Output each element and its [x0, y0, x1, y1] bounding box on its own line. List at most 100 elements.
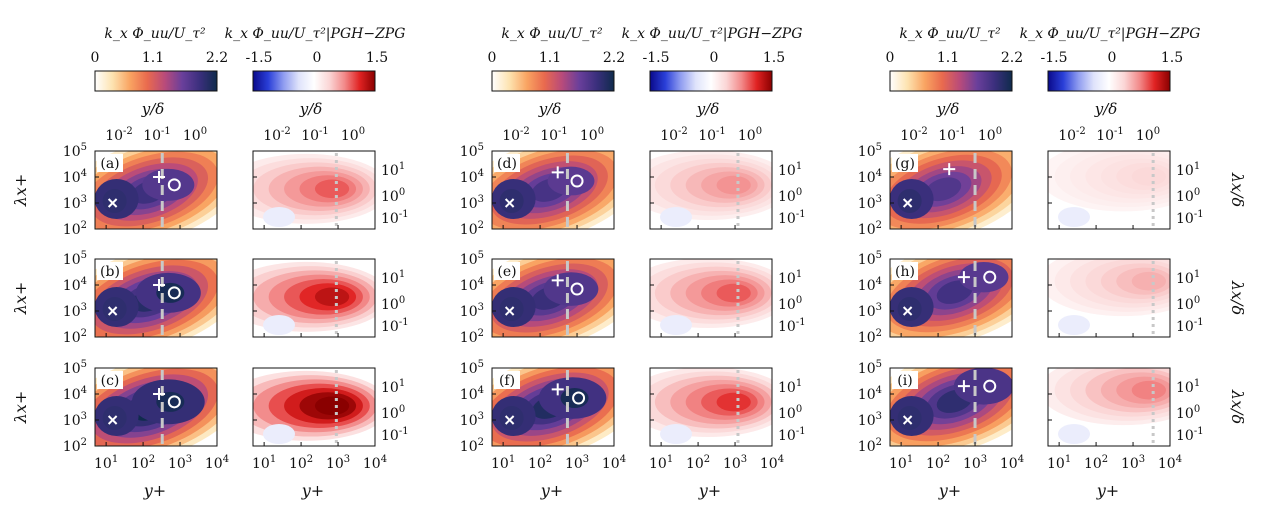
panel-frame	[94, 258, 218, 338]
top-axis-tick-base: 10	[301, 128, 319, 144]
top-axis-tick-base: 10	[1058, 128, 1076, 144]
top-axis-label: y/δ	[1094, 100, 1118, 118]
left-axis-tick: 104	[858, 168, 882, 186]
left-axis-tick-base: 10	[858, 222, 876, 238]
right-axis-tick: 101	[381, 378, 405, 396]
bottom-axis-tick-base: 10	[326, 456, 344, 472]
bottom-axis-tick-exponent: 3	[186, 454, 192, 465]
left-axis-tick-exponent: 3	[81, 302, 87, 313]
right-axis-tick-base: 10	[778, 406, 796, 422]
left-axis-label: λx+	[11, 391, 30, 425]
difference-colorbar-tick: 0	[313, 50, 322, 66]
left-axis-tick-exponent: 2	[81, 328, 87, 339]
top-axis-tick-base: 10	[105, 128, 123, 144]
bottom-axis-tick: 102	[686, 454, 710, 472]
right-axis-tick-exponent: 1	[796, 161, 802, 172]
bottom-axis-tick-base: 10	[723, 456, 741, 472]
bottom-axis-label: y+	[938, 481, 961, 500]
spectrum-colorbar-tick: 0	[886, 50, 895, 66]
bottom-axis-tick-exponent: 4	[381, 454, 387, 465]
right-axis-tick: 101	[1176, 161, 1200, 179]
bottom-axis-tick-exponent: 3	[981, 454, 987, 465]
panel-label: (h)	[895, 264, 915, 280]
left-axis-tick-base: 10	[460, 439, 478, 455]
top-axis-tick-base: 10	[978, 128, 996, 144]
bottom-axis-tick-exponent: 1	[667, 454, 673, 465]
right-axis-tick: 10-1	[778, 209, 806, 227]
difference-colorbar-tick: 0	[710, 50, 719, 66]
right-axis-tick-exponent: -1	[796, 426, 806, 437]
right-axis-tick: 101	[778, 269, 802, 287]
panel-label: (a)	[100, 156, 119, 172]
left-axis-tick-base: 10	[460, 196, 478, 212]
right-axis-tick-base: 10	[1176, 271, 1194, 287]
left-axis-tick-base: 10	[63, 387, 81, 403]
left-axis-tick-base: 10	[460, 387, 478, 403]
bottom-axis-tick: 103	[963, 454, 987, 472]
inner-peak-x-marker	[504, 415, 515, 425]
bottom-axis-tick-exponent: 4	[223, 454, 229, 465]
difference-colorbar	[649, 70, 773, 92]
right-axis-tick-base: 10	[1176, 211, 1194, 227]
difference-contour	[716, 283, 751, 303]
spectrum-colorbar-tick: 0	[91, 50, 100, 66]
top-axis-tick-exponent: -2	[520, 126, 530, 137]
top-axis-tick: 10-1	[698, 126, 726, 144]
right-axis-tick-exponent: 0	[1194, 295, 1200, 306]
right-axis-tick-exponent: -1	[1194, 209, 1204, 220]
right-axis-tick: 10-1	[381, 426, 409, 444]
right-axis-tick-exponent: 0	[399, 187, 405, 198]
panel-label: (f)	[499, 373, 515, 389]
bottom-axis-tick: 103	[168, 454, 192, 472]
left-axis-tick-exponent: 5	[876, 250, 882, 261]
spectrum-colorbar-tick: 2.2	[1001, 50, 1023, 66]
bottom-axis-tick-exponent: 3	[1139, 454, 1145, 465]
left-axis-tick-exponent: 5	[478, 142, 484, 153]
top-axis-tick: 10-2	[502, 126, 530, 144]
inner-peak-x-marker	[902, 415, 913, 425]
left-axis-tick-base: 10	[63, 278, 81, 294]
left-axis-tick-exponent: 4	[876, 276, 882, 287]
bottom-axis-tick: 102	[528, 454, 552, 472]
left-axis-tick-base: 10	[63, 144, 81, 160]
right-axis-tick-exponent: 1	[796, 269, 802, 280]
left-axis-tick-base: 10	[460, 222, 478, 238]
panel-label-box	[892, 154, 918, 172]
top-axis-tick: 100	[341, 126, 365, 144]
right-axis-label: λx/δ	[1228, 172, 1247, 207]
top-axis-tick: 10-1	[301, 126, 329, 144]
left-axis-tick-base: 10	[460, 330, 478, 346]
left-axis-tick-base: 10	[460, 304, 478, 320]
left-axis-tick: 105	[858, 142, 882, 160]
bottom-axis-tick: 102	[289, 454, 313, 472]
left-axis-tick-base: 10	[460, 252, 478, 268]
left-axis-tick-exponent: 3	[81, 411, 87, 422]
left-axis-tick-base: 10	[460, 361, 478, 377]
left-axis-tick-exponent: 2	[81, 437, 87, 448]
left-axis-tick: 102	[858, 437, 882, 455]
outer-peak-circle-marker	[572, 391, 586, 405]
difference-colorbar-tick: 0	[1108, 50, 1117, 66]
top-axis-tick-exponent: -2	[918, 126, 928, 137]
spectrum-colorbar-label: k_x Φ_uu/U_τ²	[899, 26, 1001, 42]
top-axis-tick-exponent: -1	[1114, 126, 1124, 137]
right-axis-tick-exponent: 1	[796, 378, 802, 389]
bottom-axis-tick-exponent: 2	[307, 454, 313, 465]
outer-peak-circle-marker	[570, 282, 584, 296]
panel-label-box	[494, 262, 520, 280]
difference-panel	[253, 368, 375, 446]
right-axis-tick-exponent: 1	[1194, 378, 1200, 389]
top-axis-tick-exponent: -1	[956, 126, 966, 137]
right-axis-tick-base: 10	[778, 380, 796, 396]
difference-contour	[716, 175, 751, 195]
difference-colorbar-tick: 1.5	[763, 50, 785, 66]
top-axis-tick-exponent: 0	[756, 126, 762, 137]
inner-peak-x-marker	[902, 198, 913, 208]
right-axis-tick: 10-1	[381, 209, 409, 227]
right-axis-tick-exponent: -1	[399, 317, 409, 328]
right-axis-tick-exponent: 0	[796, 404, 802, 415]
right-axis-tick-exponent: 1	[399, 269, 405, 280]
left-axis-tick-exponent: 5	[478, 359, 484, 370]
right-axis-tick-base: 10	[778, 189, 796, 205]
top-axis-tick: 10-2	[900, 126, 928, 144]
